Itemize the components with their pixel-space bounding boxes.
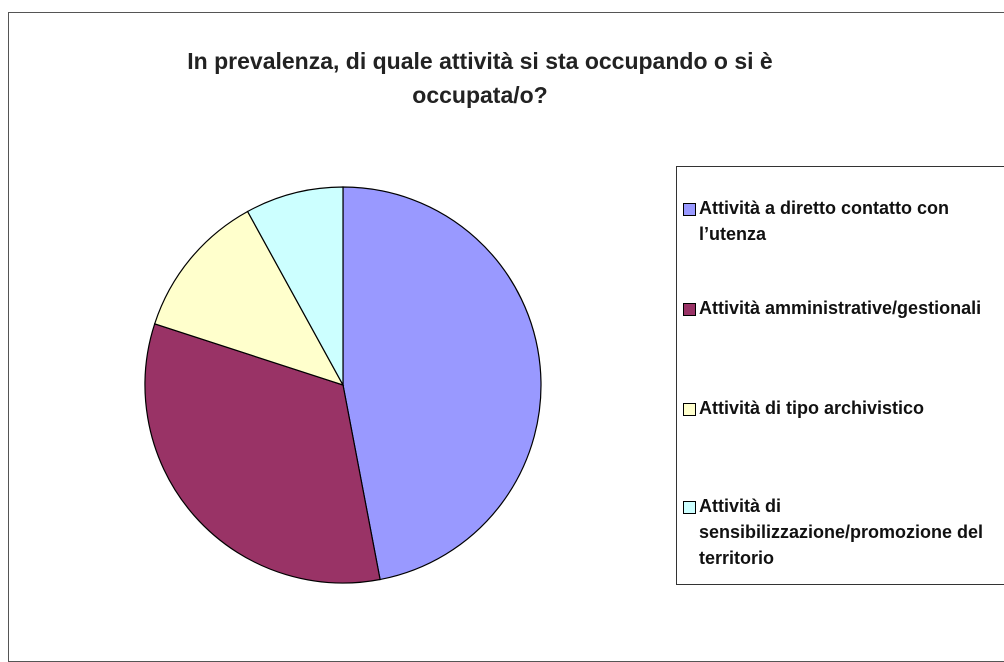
legend-swatch bbox=[683, 403, 696, 416]
legend-swatch bbox=[683, 501, 696, 514]
legend: Attività a diretto contatto con l’utenza… bbox=[676, 166, 1004, 585]
pie-slice bbox=[342, 186, 542, 581]
legend-swatch bbox=[683, 303, 696, 316]
legend-item: Attività di tipo archivistico bbox=[683, 395, 1003, 421]
pie-slice bbox=[153, 210, 345, 387]
pie-chart bbox=[144, 186, 542, 584]
legend-item: Attività a diretto contatto con l’utenza bbox=[683, 195, 1003, 247]
pie-slice bbox=[246, 186, 344, 386]
legend-label: Attività a diretto contatto con l’utenza bbox=[699, 198, 950, 244]
chart-title: In prevalenza, di quale attività si sta … bbox=[187, 48, 773, 108]
legend-item: Attività di sensibilizzazione/promozione… bbox=[683, 493, 1003, 571]
legend-item: Attività amministrative/gestionali bbox=[683, 295, 1003, 321]
pie-slice bbox=[144, 323, 381, 584]
legend-swatch bbox=[683, 203, 696, 216]
legend-label: Attività di tipo archivistico bbox=[699, 398, 925, 418]
legend-label: Attività amministrative/gestionali bbox=[699, 298, 982, 318]
legend-label: Attività di sensibilizzazione/promozione… bbox=[699, 496, 984, 568]
